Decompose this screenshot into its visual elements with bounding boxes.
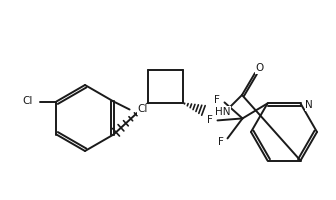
Text: F: F [214, 95, 219, 105]
Text: Cl: Cl [22, 97, 32, 106]
Text: F: F [218, 137, 223, 147]
Text: HN: HN [215, 107, 230, 117]
Text: F: F [207, 115, 212, 125]
Text: Cl: Cl [137, 104, 148, 114]
Text: O: O [256, 63, 264, 73]
Text: N: N [305, 100, 313, 110]
